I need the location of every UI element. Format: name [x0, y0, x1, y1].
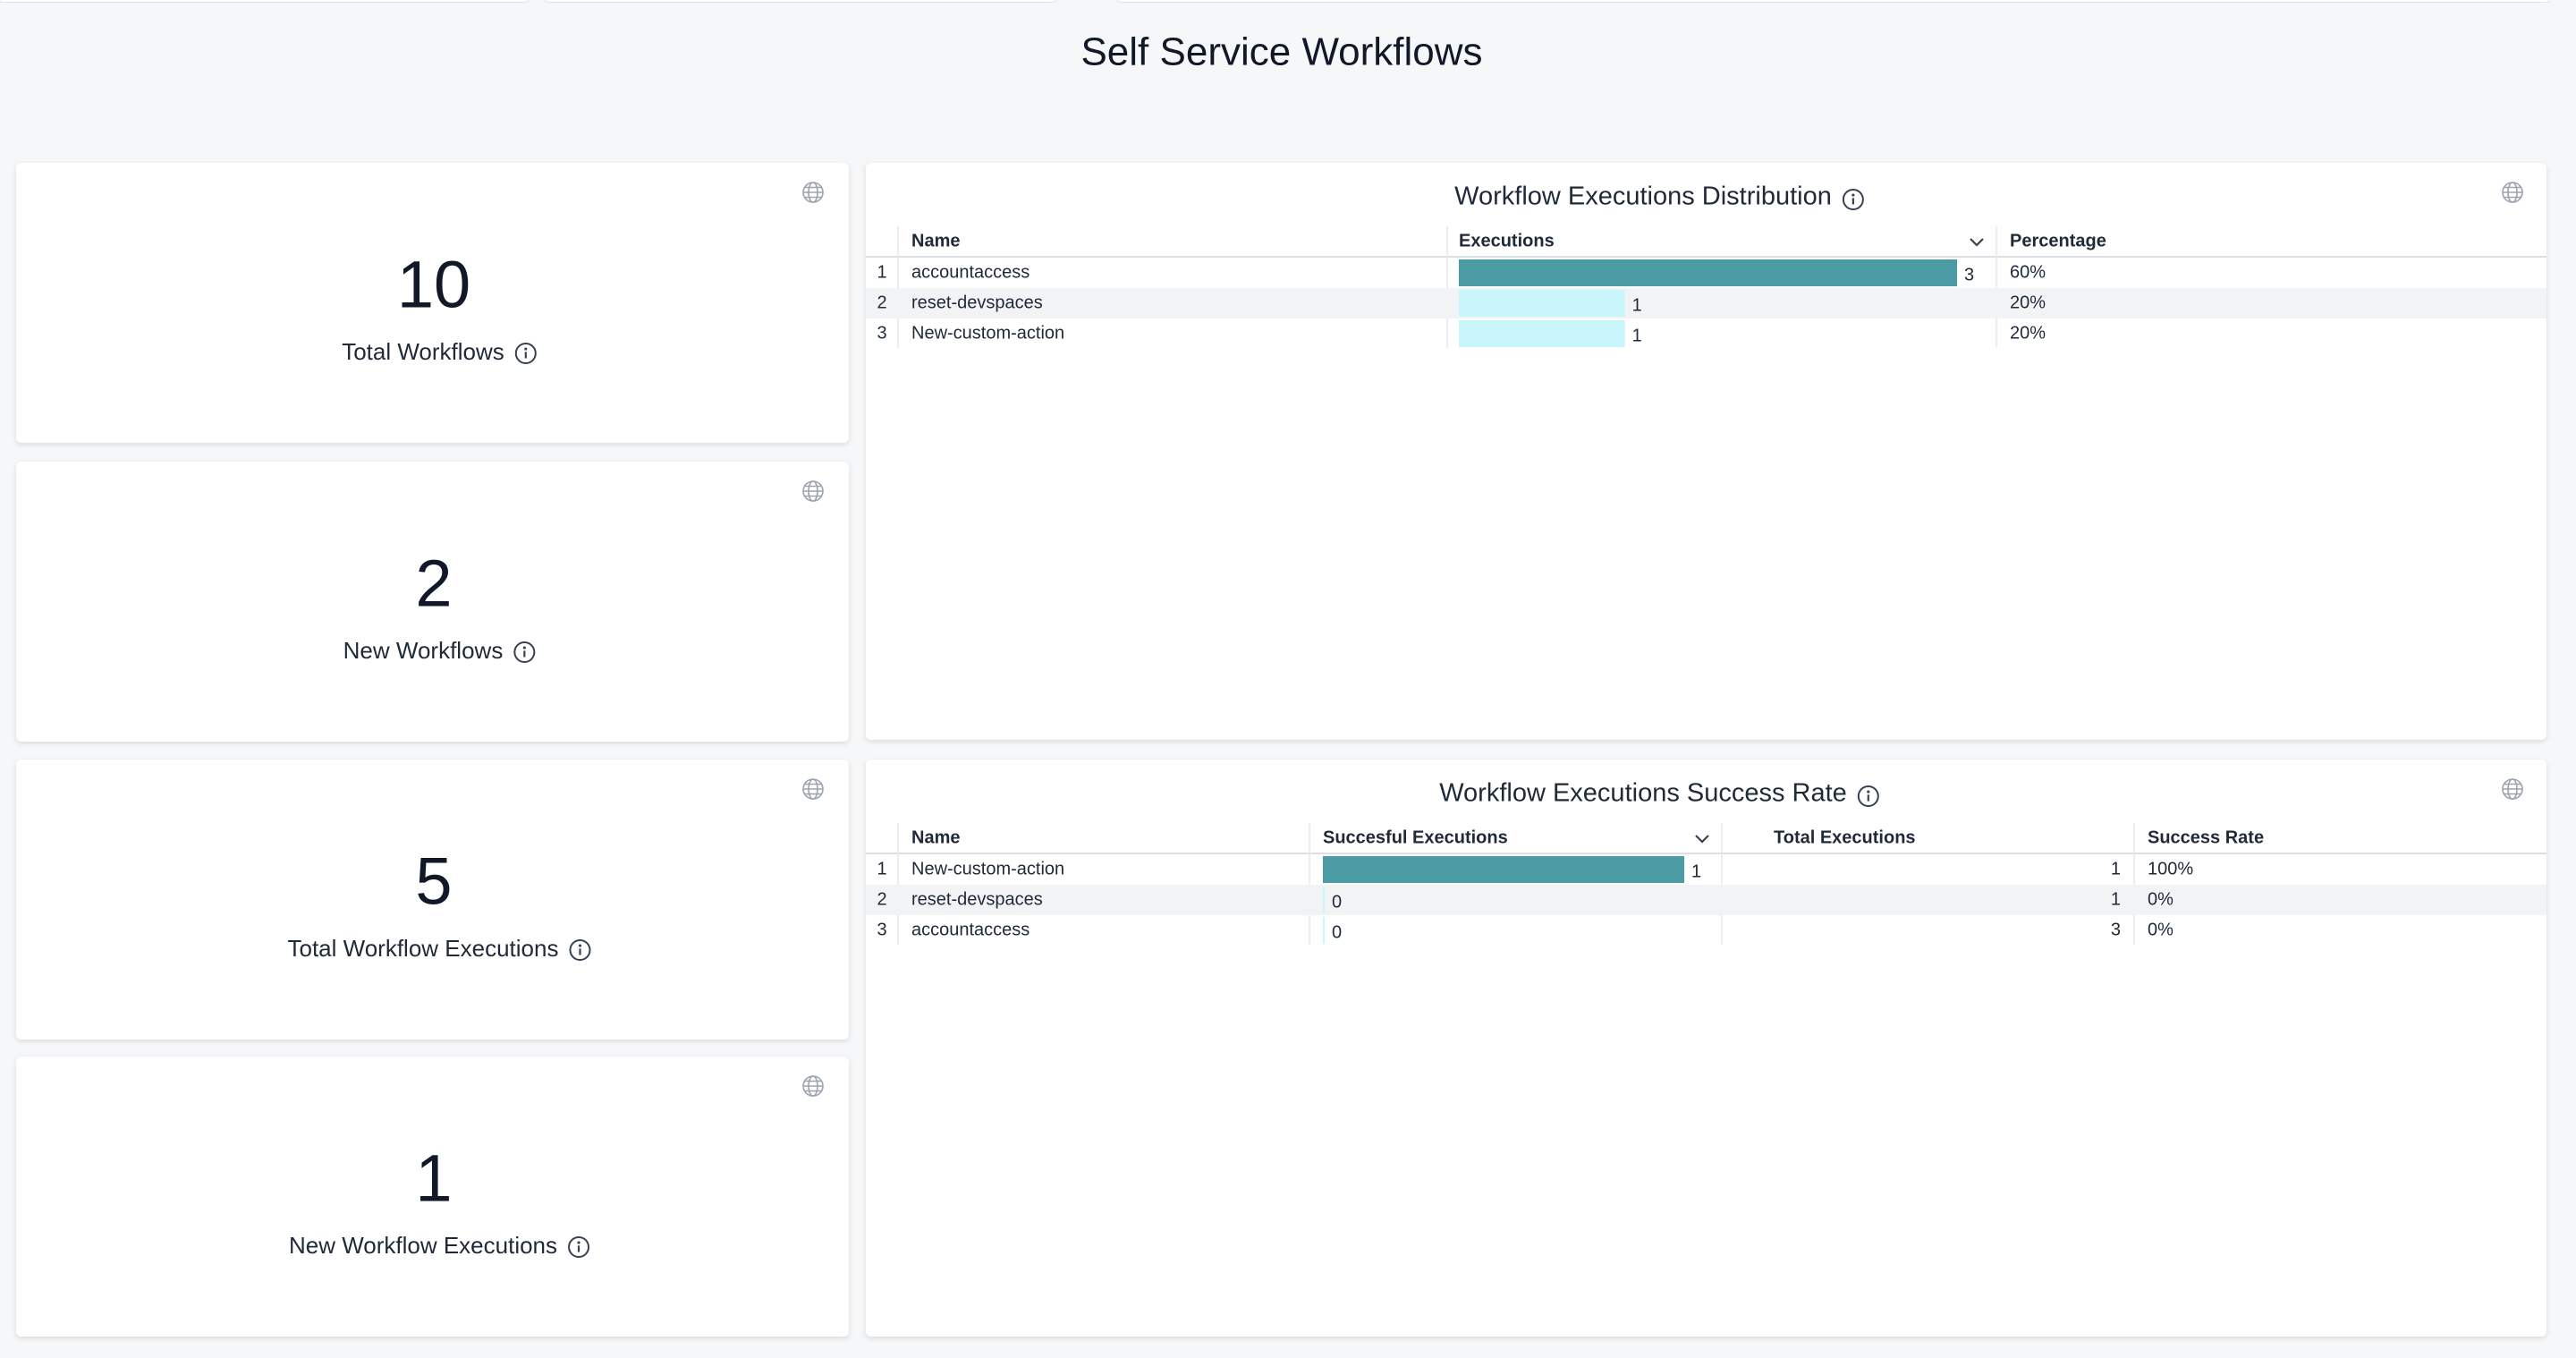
- info-dot: [524, 347, 528, 351]
- cell-bar-value: 0: [1332, 892, 1342, 912]
- cell-text: 3: [2111, 920, 2121, 939]
- globe-icon: [802, 1075, 824, 1097]
- cell-name: accountaccess: [911, 920, 1030, 939]
- cell-bar-value: 1: [1632, 326, 1642, 345]
- info-icon: [1842, 189, 1864, 210]
- kpi-label: New Workflow Executions: [289, 1232, 557, 1259]
- row-index: 3: [877, 920, 886, 939]
- top-tab: [0, 0, 528, 2]
- info-icon: [1857, 785, 1879, 807]
- globe-icon: [2502, 778, 2523, 800]
- info-circle: [569, 939, 591, 961]
- cell-bar-value: 0: [1332, 922, 1342, 942]
- kpi-card: [16, 163, 849, 443]
- sort-chevron: [1970, 238, 1984, 247]
- cell-bar-value: 3: [1964, 265, 1974, 284]
- table-title: Workflow Executions Success Rate: [1439, 779, 1847, 808]
- cell-bar: [1323, 917, 1325, 944]
- top-tab: [546, 0, 1055, 2]
- globe-icon: [2502, 182, 2523, 203]
- globe-icon: [802, 182, 824, 203]
- sort-chevron: [1695, 835, 1709, 844]
- column-header: Success Rate: [2148, 828, 2264, 847]
- column-header: Name: [911, 231, 960, 250]
- cell-name: reset-devspaces: [911, 889, 1043, 909]
- table-panel: [866, 760, 2546, 1337]
- kpi-label: New Workflows: [343, 637, 504, 664]
- table-panel: [866, 163, 2546, 740]
- cell-bar-value: 1: [1691, 861, 1701, 881]
- cell-text: 0%: [2148, 889, 2174, 909]
- cell-text: 60%: [2010, 262, 2046, 282]
- cell-text: 1: [2111, 889, 2121, 909]
- row-index: 1: [877, 859, 886, 878]
- cell-bar: [1459, 290, 1625, 317]
- info-dot: [1852, 193, 1855, 197]
- kpi-label: Total Workflows: [342, 338, 504, 365]
- column-header: Succesful Executions: [1323, 828, 1508, 847]
- row-index: 2: [877, 293, 886, 312]
- cell-name: New-custom-action: [911, 323, 1064, 343]
- info-circle: [514, 343, 537, 364]
- info-dot: [1867, 790, 1870, 794]
- cell-text: 20%: [2010, 293, 2046, 312]
- info-icon: [514, 343, 537, 364]
- cell-bar-value: 1: [1632, 295, 1642, 315]
- info-dot: [577, 1241, 580, 1244]
- row-index: 1: [877, 262, 886, 282]
- info-circle: [1857, 785, 1879, 807]
- cell-bar: [1459, 320, 1625, 347]
- kpi-label: Total Workflow Executions: [288, 935, 559, 962]
- column-header: Name: [911, 828, 960, 847]
- column-header: Percentage: [2010, 231, 2106, 250]
- info-circle: [1842, 189, 1864, 210]
- cell-name: reset-devspaces: [911, 293, 1043, 312]
- kpi-value: 10: [397, 248, 470, 322]
- kpi-value: 2: [415, 547, 452, 621]
- row-index: 2: [877, 889, 886, 909]
- kpi-card: [16, 1057, 849, 1337]
- kpi-value: 1: [415, 1142, 452, 1216]
- cell-text: 100%: [2148, 859, 2193, 878]
- column-header: Executions: [1459, 231, 1555, 250]
- info-dot: [578, 944, 582, 947]
- dashboard-title: Self Service Workflows: [1080, 30, 1482, 74]
- row-stripe: [866, 885, 2546, 915]
- cell-text: 0%: [2148, 920, 2174, 939]
- globe-icon: [802, 778, 824, 800]
- info-circle: [513, 641, 536, 663]
- info-icon: [569, 939, 591, 961]
- table-title: Workflow Executions Distribution: [1454, 182, 1832, 211]
- kpi-card: [16, 462, 849, 742]
- cell-bar: [1459, 259, 1957, 286]
- row-index: 3: [877, 323, 886, 343]
- row-stripe: [866, 288, 2546, 318]
- cell-text: 20%: [2010, 323, 2046, 343]
- cell-name: New-custom-action: [911, 859, 1064, 878]
- info-circle: [568, 1236, 590, 1258]
- info-icon: [513, 641, 536, 663]
- info-dot: [522, 646, 526, 649]
- kpi-card: [16, 760, 849, 1040]
- globe-icon: [802, 480, 824, 502]
- info-icon: [568, 1236, 590, 1258]
- kpi-value: 5: [415, 845, 452, 919]
- cell-bar: [1323, 887, 1325, 913]
- cell-text: 1: [2111, 859, 2121, 878]
- top-tab: [1118, 0, 2549, 2]
- column-header: Total Executions: [1774, 828, 1916, 847]
- cell-name: accountaccess: [911, 262, 1030, 282]
- cell-bar: [1323, 856, 1684, 883]
